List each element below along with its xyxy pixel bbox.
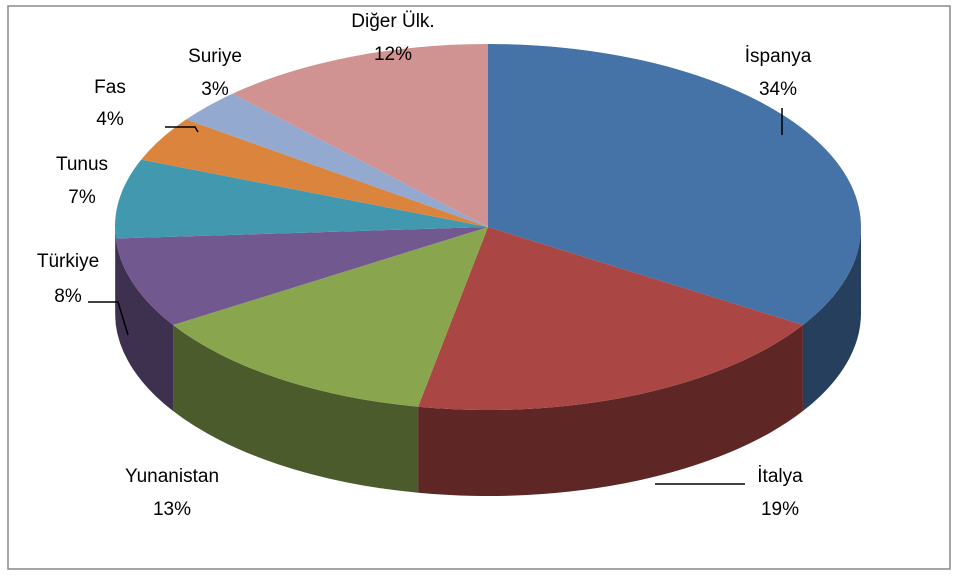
- category-label: Diğer Ülk.: [351, 11, 434, 32]
- value-label: 4%: [96, 109, 124, 130]
- category-label: Tunus: [56, 154, 108, 175]
- category-label: Fas: [94, 77, 126, 98]
- category-label: İtalya: [757, 466, 803, 487]
- value-label: 3%: [201, 79, 229, 100]
- slice-side: [802, 227, 861, 412]
- pie-tops: [115, 44, 861, 411]
- slice-side: [115, 238, 174, 412]
- slice: [186, 93, 488, 227]
- value-label: 34%: [759, 79, 797, 100]
- value-label: 8%: [54, 286, 82, 307]
- slice: [488, 44, 861, 326]
- slice: [173, 227, 489, 407]
- slice: [232, 44, 488, 227]
- slice: [418, 227, 803, 411]
- category-label: Türkiye: [37, 251, 99, 272]
- slice-side: [173, 325, 419, 493]
- value-label: 12%: [374, 44, 412, 65]
- value-label: 19%: [761, 499, 799, 520]
- category-label: Suriye: [188, 46, 242, 67]
- slice: [141, 119, 489, 227]
- value-label: 13%: [153, 499, 191, 520]
- slice-side: [115, 227, 116, 325]
- leader-line: [165, 126, 199, 133]
- value-label: 7%: [68, 187, 96, 208]
- slice-side: [418, 325, 803, 496]
- data-labels: İspanya 34% İtalya 19% Yunanistan 13% Türkiye 8…: [37, 11, 812, 520]
- slice: [115, 227, 489, 326]
- leader-line: [88, 301, 129, 336]
- slice: [115, 159, 489, 239]
- category-label: İspanya: [745, 46, 812, 67]
- pie-sides: [115, 227, 861, 496]
- category-label: Yunanistan: [125, 466, 219, 487]
